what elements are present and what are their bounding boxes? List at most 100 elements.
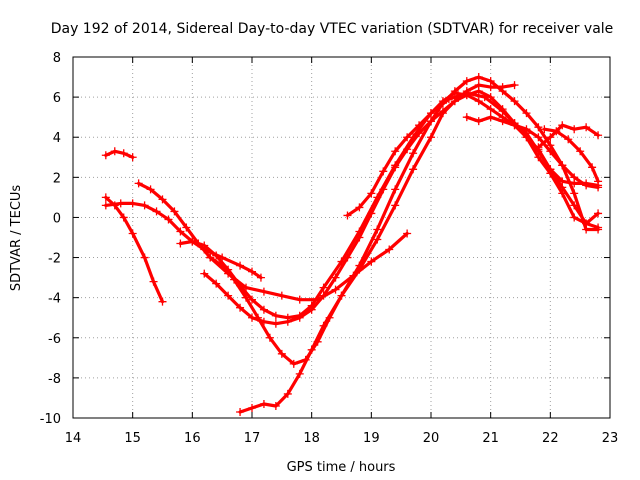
data-point (510, 97, 519, 106)
data-point (558, 177, 567, 186)
data-point (331, 285, 340, 294)
data-point (546, 147, 555, 156)
data-point (259, 287, 268, 296)
data-point (146, 185, 155, 194)
data-point (438, 109, 447, 118)
data-point (474, 73, 483, 82)
data-point (498, 117, 507, 126)
data-point (427, 117, 435, 126)
data-point (283, 317, 292, 326)
data-point (594, 225, 603, 234)
y-tick-label: -4 (48, 292, 61, 307)
data-point (337, 291, 346, 300)
data-point (182, 223, 191, 232)
data-point (450, 89, 459, 98)
data-point (307, 345, 316, 354)
data-point (409, 149, 418, 158)
data-point (558, 161, 567, 170)
data-point (576, 147, 585, 156)
data-point (409, 165, 418, 174)
data-point (534, 133, 543, 142)
series-s3 (104, 201, 263, 280)
data-point (373, 225, 382, 234)
data-point (486, 113, 495, 122)
data-point (510, 81, 519, 90)
data-point (110, 147, 119, 156)
data-point (295, 313, 304, 322)
data-point (427, 109, 435, 118)
data-point (385, 245, 394, 254)
data-point (307, 305, 316, 314)
data-point (116, 199, 125, 208)
data-point (391, 201, 400, 210)
data-point (510, 121, 519, 130)
data-point (230, 275, 239, 284)
data-point (588, 163, 597, 172)
data-point (271, 401, 280, 410)
data-point (188, 237, 197, 246)
data-point (277, 291, 286, 300)
x-tick-label: 19 (363, 431, 380, 446)
data-point (403, 229, 412, 238)
data-point (140, 201, 149, 210)
data-point (128, 229, 137, 238)
data-point (271, 311, 280, 320)
x-tick-label: 23 (602, 431, 619, 446)
data-point (438, 97, 447, 106)
data-point (319, 321, 328, 330)
x-tick-label: 20 (423, 431, 440, 446)
data-point (101, 201, 110, 210)
data-point (391, 163, 400, 172)
series-s2 (104, 195, 165, 304)
data-point (119, 213, 128, 222)
x-tick-label: 14 (65, 431, 82, 446)
data-point (265, 333, 274, 342)
data-point (158, 195, 167, 204)
x-tick-label: 17 (244, 431, 261, 446)
data-point (248, 295, 256, 304)
data-point (498, 105, 507, 114)
y-tick-label: -6 (48, 332, 61, 347)
data-point (101, 151, 110, 160)
series-s1 (104, 149, 135, 159)
data-point (570, 173, 579, 182)
data-point (236, 407, 245, 416)
data-point (164, 215, 173, 224)
data-point (570, 125, 579, 134)
y-tick-label: 2 (53, 171, 61, 186)
y-tick-label: 4 (53, 131, 61, 146)
data-point (343, 253, 352, 262)
series-s9 (345, 91, 600, 217)
x-tick-label: 21 (482, 431, 499, 446)
data-point (391, 185, 400, 194)
plot-area (101, 73, 603, 416)
data-point (259, 399, 268, 408)
data-point (319, 283, 328, 292)
data-point (224, 291, 233, 300)
grid (73, 57, 610, 418)
data-point (546, 165, 555, 174)
data-point (206, 253, 215, 262)
data-point (582, 123, 591, 132)
chart-title: Day 192 of 2014, Sidereal Day-to-day VTE… (51, 21, 614, 37)
data-point (415, 129, 424, 138)
y-axis: -10 -8 -6 -4 -2 0 2 4 6 8 (40, 51, 610, 427)
data-point (200, 269, 209, 278)
data-point (218, 261, 227, 270)
data-point (170, 207, 179, 216)
data-point (319, 291, 328, 300)
data-point (594, 209, 603, 218)
data-point (522, 133, 531, 142)
data-point (158, 297, 167, 306)
data-point (295, 369, 304, 378)
data-point (253, 313, 262, 322)
x-axis: 14 15 16 17 18 19 20 21 22 23 (65, 57, 619, 446)
series-s8 (238, 75, 600, 414)
y-tick-label: -8 (48, 372, 61, 387)
data-point (128, 153, 137, 162)
x-axis-label: GPS time / hours (287, 460, 396, 475)
data-point (403, 133, 412, 142)
y-axis-label: SDTVAR / TECUs (9, 185, 24, 292)
data-point (355, 203, 364, 212)
x-tick-label: 15 (124, 431, 141, 446)
